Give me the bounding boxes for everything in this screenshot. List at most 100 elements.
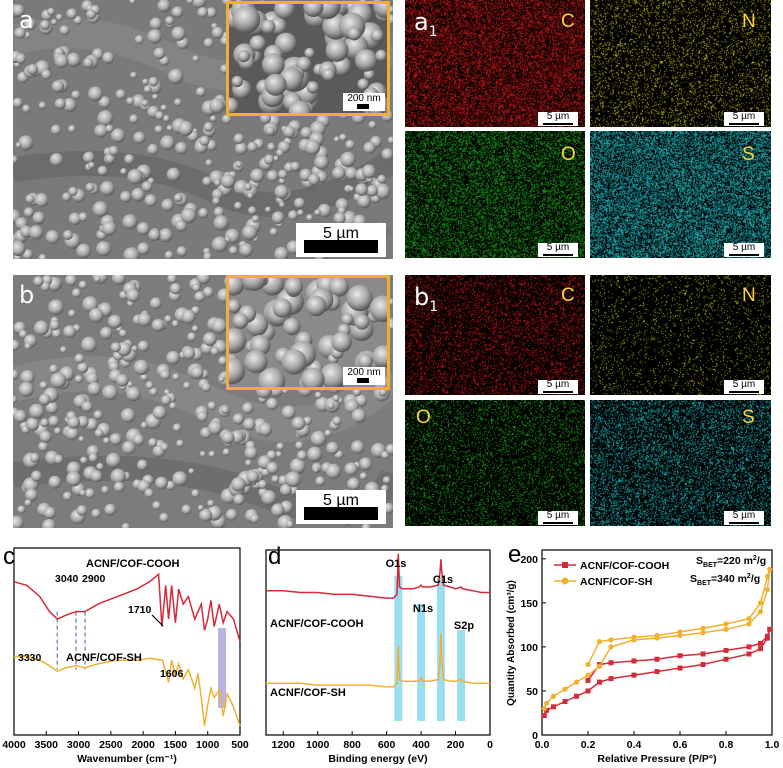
sem-particle xyxy=(220,174,236,189)
sem-particle xyxy=(382,476,391,484)
bet-point-sh xyxy=(757,600,764,606)
eds-noise-a-N xyxy=(590,0,771,127)
sem-particle xyxy=(54,54,69,69)
bet-point-cooh xyxy=(574,693,579,699)
sem-particle xyxy=(221,430,235,445)
sem-particle xyxy=(120,408,136,423)
inset-particle xyxy=(229,97,239,113)
sem-particle xyxy=(297,209,304,216)
sem-particle xyxy=(116,374,129,387)
sem-particle xyxy=(199,451,206,457)
sem-particle xyxy=(286,520,294,528)
sem-particle xyxy=(159,512,169,523)
sem-particle xyxy=(359,457,373,471)
sem-particle xyxy=(161,198,174,212)
sem-particle xyxy=(108,361,120,372)
element-label-b-C: C xyxy=(561,285,575,306)
sem-particle xyxy=(13,241,26,257)
sem-particle xyxy=(209,98,225,114)
bet-point-cooh xyxy=(723,647,729,653)
sem-particle xyxy=(168,68,184,85)
sem-particle xyxy=(167,275,177,284)
sem-particle xyxy=(249,513,260,524)
sem-particle xyxy=(361,523,371,528)
bet-x-ticks: 0.0 0.2 0.4 0.6 0.8 1.0 xyxy=(535,731,779,751)
sem-particle xyxy=(195,87,206,97)
sem-particle xyxy=(187,332,197,342)
sem-particle xyxy=(182,347,196,360)
sem-particle xyxy=(166,167,181,182)
map-scale-a-O: 5 µm xyxy=(538,243,578,257)
map-scale-b-O: 5 µm xyxy=(538,511,578,525)
bet-point-sh xyxy=(550,693,557,699)
bet-point-cooh xyxy=(654,669,660,675)
sem-particle xyxy=(42,519,56,528)
inset-particle xyxy=(375,49,387,62)
sem-particle xyxy=(274,246,289,259)
sem-particle xyxy=(73,15,83,25)
bet-point-cooh xyxy=(700,662,706,668)
sem-particle xyxy=(144,488,154,498)
sem-particle xyxy=(162,115,170,122)
sem-particle xyxy=(88,86,103,102)
map-scale-b-N: 5 µm xyxy=(724,380,764,394)
sem-particle xyxy=(175,220,188,232)
ftir-x-tick-label: 2000 xyxy=(131,739,155,751)
eds-noise-a-S xyxy=(590,131,771,258)
sem-particle xyxy=(274,184,289,199)
sem-particle xyxy=(77,362,89,374)
sem-particle xyxy=(140,373,148,382)
sem-particle xyxy=(315,476,326,486)
bet-point-cooh xyxy=(631,672,637,678)
sem-particle xyxy=(175,141,188,155)
ftir-annot-2900: 2900 xyxy=(82,573,106,585)
ftir-highlight-band xyxy=(218,628,226,708)
xps-peak-S2p: S2p xyxy=(454,620,474,632)
sem-particle xyxy=(79,489,87,497)
bet-point-sh xyxy=(573,679,580,685)
bet-y-ticks: 0 50 100 150 200 xyxy=(520,554,546,742)
sem-particle xyxy=(25,194,35,204)
bet-series-line-cooh xyxy=(543,629,771,716)
sem-particle xyxy=(276,442,285,451)
inset-image-b: 200 nm xyxy=(226,275,390,390)
sem-particle xyxy=(213,206,225,218)
sem-particle xyxy=(325,463,342,480)
sem-particle xyxy=(68,124,76,133)
inset-particle xyxy=(229,278,245,296)
bet-point-sh xyxy=(757,609,764,615)
sem-particle xyxy=(50,124,62,135)
sem-particle xyxy=(98,96,111,109)
bet-point-cooh xyxy=(631,658,637,664)
panel-label-a: a xyxy=(19,6,34,34)
inset-particle xyxy=(258,367,286,387)
sem-particle xyxy=(147,29,163,44)
ftir-x-tick-label: 3500 xyxy=(35,739,59,751)
sem-particle xyxy=(239,243,254,257)
inset-particle xyxy=(363,69,375,80)
sem-particle xyxy=(131,345,138,352)
bet-x-tick-label: 0.6 xyxy=(673,739,688,751)
eds-noise-b-O xyxy=(405,400,585,526)
sem-particle xyxy=(375,183,391,200)
bet-y-tick-label: 150 xyxy=(520,598,538,610)
panel-label-d: d xyxy=(268,543,281,570)
bet-point-sh xyxy=(544,700,550,706)
inset-texture-a xyxy=(229,4,387,113)
xps-label-cooh: ACNF/COF-COOH xyxy=(270,618,364,630)
sem-particle xyxy=(176,439,185,448)
sem-particle xyxy=(134,35,144,44)
sem-particle xyxy=(225,508,238,521)
sem-particle xyxy=(76,505,88,516)
chart-ftir: c 4000 3500 3000 2500 2000 1500 1000 500 ACNF/C… xyxy=(2,543,249,765)
sem-particle xyxy=(71,288,82,298)
sem-particle xyxy=(144,194,158,207)
sem-particle xyxy=(137,312,152,327)
sem-scale-bar-b: 5 µm xyxy=(296,490,386,524)
sem-particle xyxy=(272,155,279,162)
ftir-annot-3040: 3040 xyxy=(55,573,79,585)
bet-series-line-sh xyxy=(543,569,771,709)
sem-particle xyxy=(62,98,77,112)
sem-particle xyxy=(68,309,76,318)
sem-particle xyxy=(218,356,228,366)
